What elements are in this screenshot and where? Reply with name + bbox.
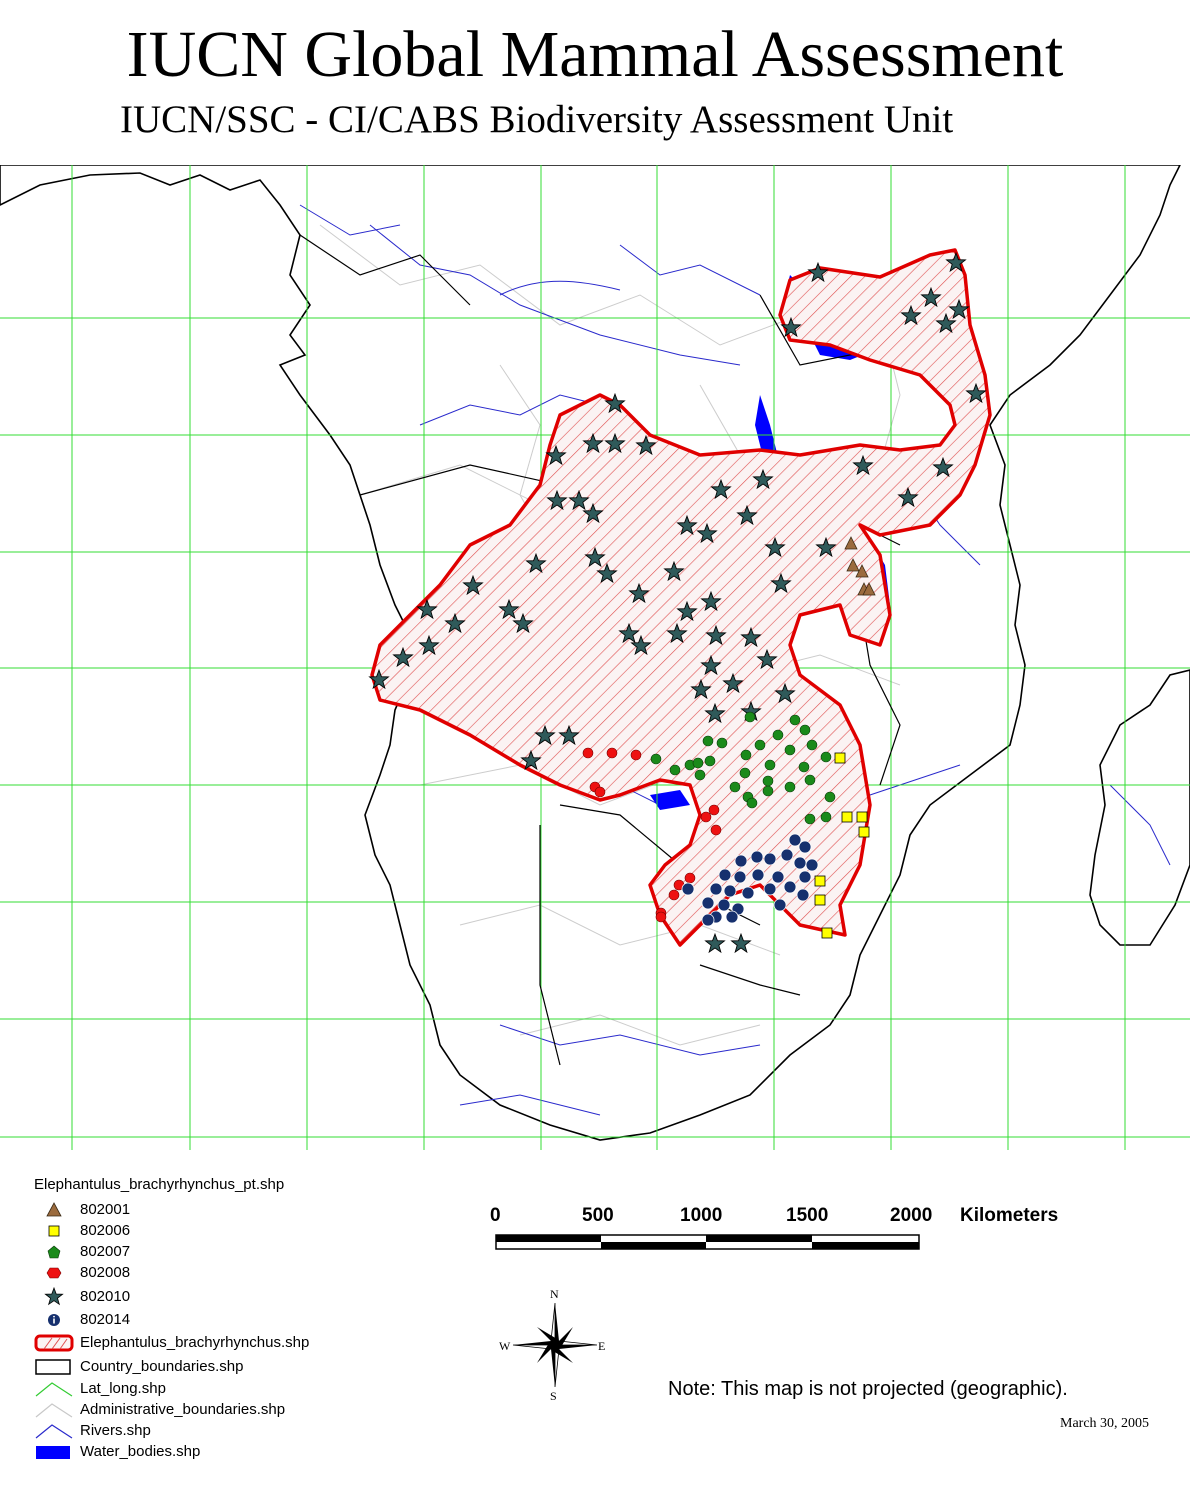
legend-label: Administrative_boundaries.shp <box>80 1401 286 1418</box>
legend-title: Elephantulus_brachyrhynchus_pt.shp <box>34 1176 285 1193</box>
legend-item-802010: 802010 <box>34 1287 434 1307</box>
legend-label: 802001 <box>80 1201 131 1218</box>
scale-unit: Kilometers <box>960 1205 1059 1226</box>
outline-box-icon <box>35 1359 71 1375</box>
green-line-icon <box>35 1382 73 1397</box>
points-802007 <box>650 711 836 825</box>
legend-item-range-polygon: Elephantulus_brachyrhynchus.shp <box>34 1333 434 1353</box>
points-802014 <box>681 833 819 927</box>
map-subtitle: IUCN/SSC - CI/CABS Biodiversity Assessme… <box>120 98 954 141</box>
scale-tick-1500: 1500 <box>786 1205 829 1226</box>
compass-s: S <box>550 1389 557 1403</box>
madagascar-landmass <box>1089 669 1190 946</box>
legend-label: 802007 <box>80 1243 131 1260</box>
points-802001 <box>844 536 876 596</box>
scale-tick-0: 0 <box>490 1205 501 1226</box>
hexagon-icon <box>46 1267 62 1279</box>
legend-item-country-boundaries: Country_boundaries.shp <box>34 1357 434 1377</box>
star-icon <box>44 1287 64 1306</box>
hatched-polygon-icon <box>34 1334 74 1352</box>
legend-label: Lat_long.shp <box>80 1380 166 1397</box>
legend-item-802007: 802007 <box>34 1242 434 1262</box>
points-802006 <box>814 752 870 939</box>
legend-item-water-bodies: Water_bodies.shp <box>34 1442 434 1462</box>
legend-item-802006: 802006 <box>34 1221 434 1241</box>
filled-box-icon <box>36 1446 70 1459</box>
compass-n: N <box>550 1287 559 1301</box>
river-line-icon <box>35 1424 73 1439</box>
points-802008 <box>582 747 722 923</box>
grey-line-icon <box>35 1403 73 1418</box>
legend-label: 802010 <box>80 1288 131 1305</box>
map-title: IUCN Global Mammal Assessment <box>126 18 1064 91</box>
legend-label: Water_bodies.shp <box>80 1443 201 1460</box>
legend-label: Country_boundaries.shp <box>80 1358 244 1375</box>
scale-tick-1000: 1000 <box>680 1205 723 1226</box>
map-frame <box>0 165 1190 1150</box>
compass-e: E <box>598 1339 606 1353</box>
legend-item-lat-long: Lat_long.shp <box>34 1379 434 1399</box>
info-circle-icon <box>48 1314 60 1326</box>
compass-w: W <box>499 1339 511 1353</box>
range-polygons-layer <box>370 248 992 947</box>
north-arrow: N S E W <box>495 1285 615 1405</box>
range-polygon-east <box>370 248 992 947</box>
scale-bar: 0 500 1000 1500 2000 Kilometers <box>490 1205 1130 1265</box>
legend-label: 802008 <box>80 1264 131 1281</box>
triangle-icon <box>46 1202 62 1217</box>
legend-item-rivers: Rivers.shp <box>34 1421 434 1441</box>
scale-bar-graphic <box>495 1234 920 1250</box>
lake-kariba <box>650 790 690 810</box>
compass-rose-icon <box>512 1302 598 1388</box>
legend-label: 802014 <box>80 1311 131 1328</box>
legend-label: Elephantulus_brachyrhynchus.shp <box>80 1334 310 1351</box>
square-icon <box>48 1225 60 1237</box>
legend-item-admin-boundaries: Administrative_boundaries.shp <box>34 1400 434 1420</box>
legend-label: 802006 <box>80 1222 131 1239</box>
projection-note: Note: This map is not projected (geograp… <box>668 1378 1068 1400</box>
legend-item-802014: 802014 <box>34 1310 434 1330</box>
legend-item-802001: 802001 <box>34 1200 434 1220</box>
scale-tick-2000: 2000 <box>890 1205 933 1226</box>
legend-item-802008: 802008 <box>34 1263 434 1283</box>
pentagon-icon <box>47 1245 61 1259</box>
legend-label: Rivers.shp <box>80 1422 151 1439</box>
scale-tick-500: 500 <box>582 1205 614 1226</box>
map-date: March 30, 2005 <box>1060 1416 1150 1431</box>
